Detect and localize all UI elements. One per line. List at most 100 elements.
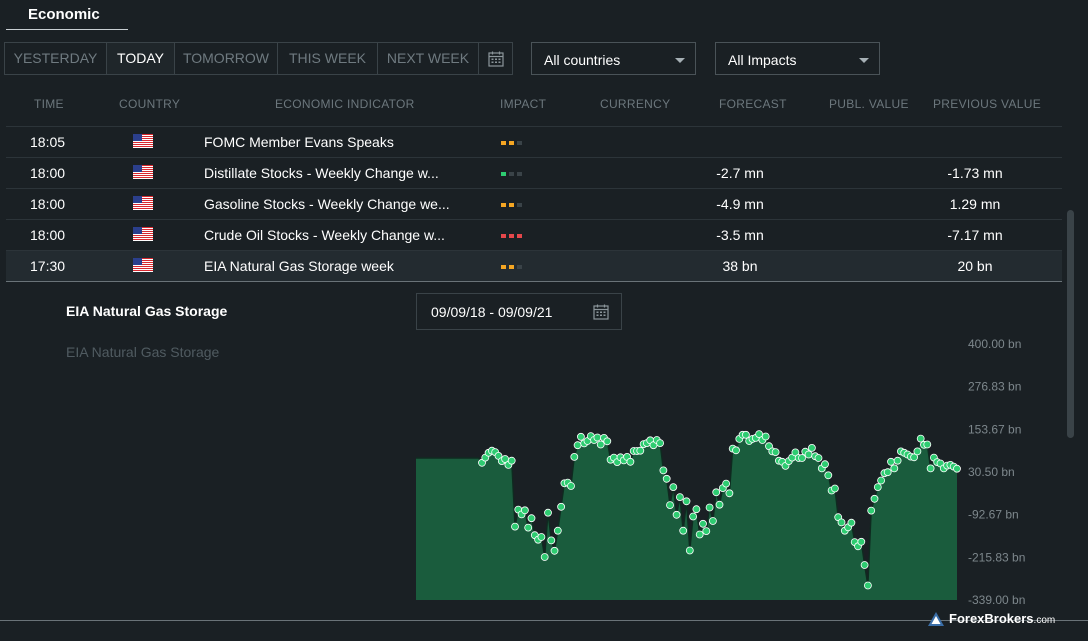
data-point[interactable]: [666, 501, 674, 510]
data-point[interactable]: [603, 437, 612, 446]
data-point[interactable]: [557, 502, 566, 511]
data-point[interactable]: [916, 434, 925, 443]
data-point[interactable]: [507, 456, 516, 465]
data-point[interactable]: [675, 493, 684, 502]
data-point[interactable]: [669, 483, 678, 492]
data-point[interactable]: [814, 454, 823, 462]
data-point[interactable]: [807, 444, 816, 452]
data-point[interactable]: [596, 440, 605, 449]
column-header-time[interactable]: TIME: [34, 97, 64, 111]
data-point[interactable]: [715, 500, 724, 509]
data-point[interactable]: [722, 479, 731, 488]
data-point[interactable]: [576, 432, 585, 441]
calendar-button[interactable]: [479, 43, 512, 74]
data-point[interactable]: [656, 439, 665, 447]
data-point[interactable]: [732, 446, 740, 455]
data-point[interactable]: [672, 510, 681, 519]
column-header-currency[interactable]: CURRENCY: [600, 97, 671, 111]
data-point[interactable]: [910, 453, 919, 462]
data-point[interactable]: [741, 430, 750, 439]
gas-storage-chart: 400.00 bn 276.83 bn 153.67 bn 30.50 bn -92.6…: [416, 337, 1025, 607]
data-point[interactable]: [521, 506, 529, 515]
data-point[interactable]: [725, 489, 734, 498]
data-point[interactable]: [847, 518, 856, 527]
data-point[interactable]: [524, 523, 533, 532]
data-point[interactable]: [626, 457, 635, 466]
data-point[interactable]: [923, 440, 932, 449]
tab-this-week[interactable]: THIS WEEK: [278, 43, 378, 74]
data-point[interactable]: [540, 553, 549, 561]
date-range-picker[interactable]: 09/09/18 - 09/09/21: [416, 293, 622, 330]
data-point[interactable]: [873, 483, 882, 492]
impact-dot: [517, 234, 522, 238]
data-point[interactable]: [679, 526, 688, 535]
data-point[interactable]: [547, 536, 556, 545]
tab-yesterday[interactable]: YESTERDAY: [5, 43, 107, 74]
table-row[interactable]: 18:05 FOMC Member Evans Speaks: [6, 127, 1062, 158]
data-point[interactable]: [692, 505, 701, 514]
data-point[interactable]: [798, 454, 806, 462]
data-point[interactable]: [544, 508, 552, 517]
data-point[interactable]: [860, 561, 869, 569]
data-point[interactable]: [689, 512, 698, 521]
column-header-publ-value[interactable]: PUBL. VALUE: [829, 97, 909, 111]
impacts-dropdown[interactable]: All Impacts: [715, 42, 880, 75]
column-header-indicator[interactable]: ECONOMIC INDICATOR: [275, 97, 415, 111]
tab-tomorrow[interactable]: TOMORROW: [175, 43, 278, 74]
data-point[interactable]: [791, 448, 800, 457]
data-point[interactable]: [821, 460, 829, 469]
data-point[interactable]: [870, 494, 879, 503]
data-point[interactable]: [890, 464, 899, 473]
data-point[interactable]: [636, 446, 645, 455]
data-point[interactable]: [573, 441, 582, 450]
data-point[interactable]: [712, 488, 721, 497]
column-header-previous[interactable]: PREVIOUS VALUE: [933, 97, 1042, 111]
data-point[interactable]: [893, 456, 902, 465]
data-point[interactable]: [771, 448, 780, 456]
table-row[interactable]: 18:00 Crude Oil Stocks - Weekly Change w.…: [6, 220, 1062, 251]
economic-tab[interactable]: Economic: [6, 0, 128, 30]
countries-dropdown[interactable]: All countries: [531, 42, 696, 75]
data-point[interactable]: [527, 514, 536, 523]
data-point[interactable]: [708, 517, 717, 525]
tab-today[interactable]: TODAY: [107, 43, 175, 74]
table-row[interactable]: 17:30 EIA Natural Gas Storage week 38 bn 20…: [6, 251, 1062, 282]
data-point[interactable]: [877, 476, 886, 485]
column-header-country[interactable]: COUNTRY: [119, 97, 181, 111]
scrollbar[interactable]: [1067, 210, 1074, 438]
column-header-impact[interactable]: IMPACT: [500, 97, 547, 111]
data-point[interactable]: [883, 468, 892, 477]
data-point[interactable]: [824, 471, 833, 480]
data-point[interactable]: [567, 482, 575, 490]
data-point[interactable]: [830, 484, 839, 493]
data-point[interactable]: [537, 533, 546, 541]
data-point[interactable]: [570, 453, 579, 461]
data-point[interactable]: [863, 581, 872, 590]
data-point[interactable]: [804, 450, 813, 459]
data-point[interactable]: [857, 537, 866, 546]
data-point[interactable]: [659, 466, 668, 475]
data-point[interactable]: [695, 530, 704, 539]
data-point[interactable]: [593, 433, 602, 442]
table-row[interactable]: 18:00 Gasoline Stocks - Weekly Change we.…: [6, 189, 1062, 220]
data-point[interactable]: [553, 526, 562, 535]
data-point[interactable]: [761, 432, 770, 441]
data-point[interactable]: [550, 546, 559, 555]
data-point[interactable]: [662, 474, 671, 483]
column-header-forecast[interactable]: FORECAST: [719, 97, 787, 111]
data-point[interactable]: [685, 546, 694, 555]
data-point[interactable]: [913, 447, 922, 456]
data-point[interactable]: [926, 464, 935, 473]
table-row[interactable]: 18:00 Distillate Stocks - Weekly Change w…: [6, 158, 1062, 189]
data-point[interactable]: [867, 506, 876, 515]
data-point[interactable]: [682, 497, 691, 506]
data-point[interactable]: [699, 519, 707, 528]
data-point[interactable]: [755, 430, 764, 438]
data-point[interactable]: [702, 527, 711, 536]
data-point[interactable]: [837, 518, 846, 527]
data-point[interactable]: [953, 464, 961, 473]
data-point[interactable]: [511, 522, 519, 531]
data-point[interactable]: [887, 457, 895, 466]
data-point[interactable]: [705, 503, 714, 512]
tab-next-week[interactable]: NEXT WEEK: [378, 43, 479, 74]
